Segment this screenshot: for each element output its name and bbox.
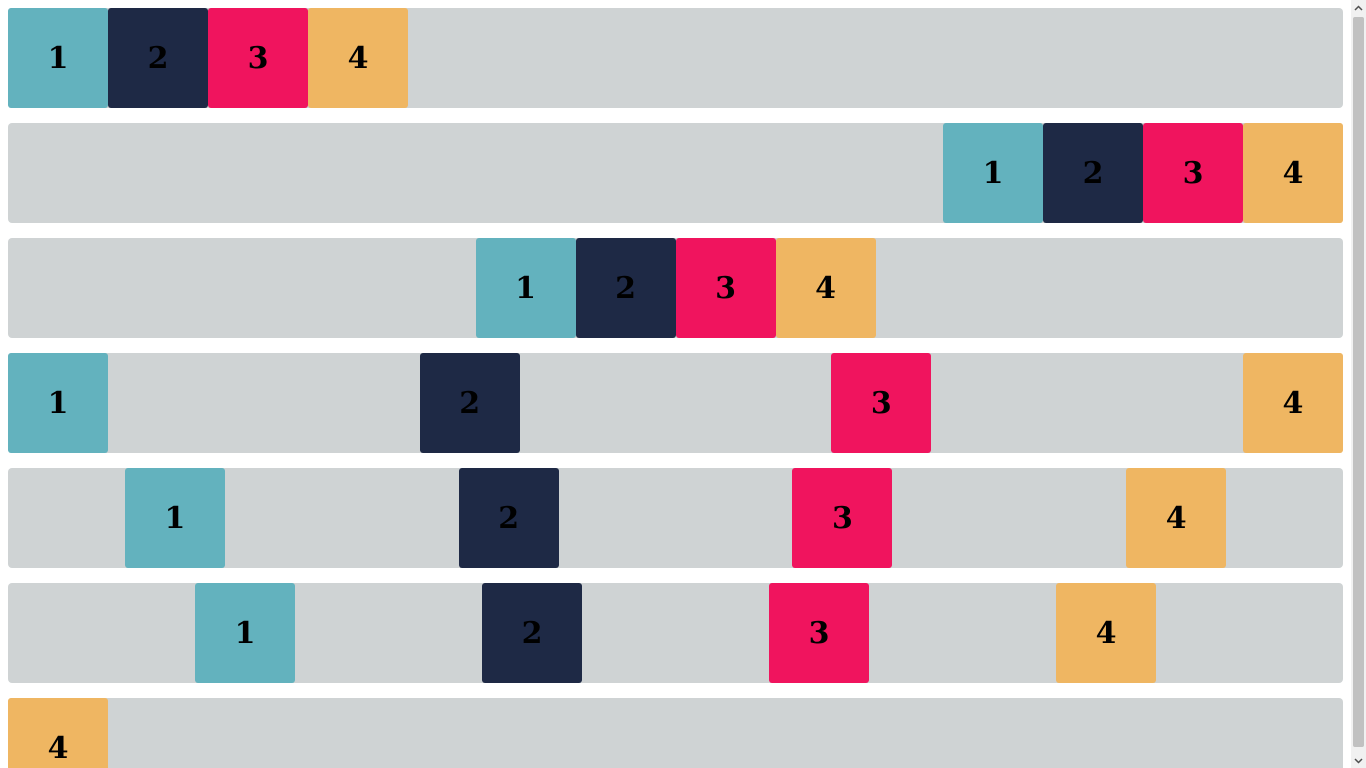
box-4: 4 <box>8 698 108 768</box>
box-1: 1 <box>943 123 1043 223</box>
box-2: 2 <box>1043 123 1143 223</box>
flex-row-space-around: 1 2 3 4 <box>8 468 1343 568</box>
flex-row-space-evenly: 1 2 3 4 <box>8 583 1343 683</box>
box-1: 1 <box>475 238 576 338</box>
box-4: 4 <box>1243 123 1343 223</box>
scroll-down-arrow-icon[interactable] <box>1351 753 1366 768</box>
flex-row-center: 1 2 3 4 <box>8 238 1343 338</box>
flex-row-single: 4 <box>8 698 1343 768</box>
vertical-scrollbar[interactable] <box>1351 0 1366 768</box>
box-2: 2 <box>458 468 559 568</box>
flex-row-end: 1 2 3 4 <box>8 123 1343 223</box>
box-2: 2 <box>482 583 582 683</box>
box-4: 4 <box>1126 468 1227 568</box>
box-4: 4 <box>308 8 408 108</box>
flex-row-start: 1 2 3 4 <box>8 8 1343 108</box>
box-3: 3 <box>831 353 932 453</box>
scroll-up-arrow-icon[interactable] <box>1351 0 1366 15</box>
box-2: 2 <box>575 238 676 338</box>
scrollbar-thumb[interactable] <box>1353 17 1364 747</box>
box-3: 3 <box>769 583 869 683</box>
box-1: 1 <box>124 468 225 568</box>
box-3: 3 <box>1143 123 1243 223</box>
box-1: 1 <box>8 353 108 453</box>
box-1: 1 <box>195 583 295 683</box>
box-1: 1 <box>8 8 108 108</box>
box-2: 2 <box>108 8 208 108</box>
flex-row-space-between: 1 2 3 4 <box>8 353 1343 453</box>
box-4: 4 <box>1056 583 1156 683</box>
box-3: 3 <box>675 238 776 338</box>
box-3: 3 <box>792 468 893 568</box>
box-4: 4 <box>1242 353 1343 453</box>
box-2: 2 <box>419 353 520 453</box>
box-4: 4 <box>775 238 876 338</box>
box-3: 3 <box>208 8 308 108</box>
